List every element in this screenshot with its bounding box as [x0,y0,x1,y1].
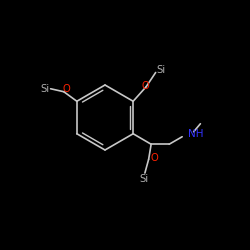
Text: Si: Si [40,84,50,94]
Text: O: O [141,81,149,91]
Text: Si: Si [139,174,148,184]
Text: O: O [63,84,71,94]
Text: O: O [150,153,158,163]
Text: Si: Si [156,65,166,75]
Text: NH: NH [188,129,204,139]
